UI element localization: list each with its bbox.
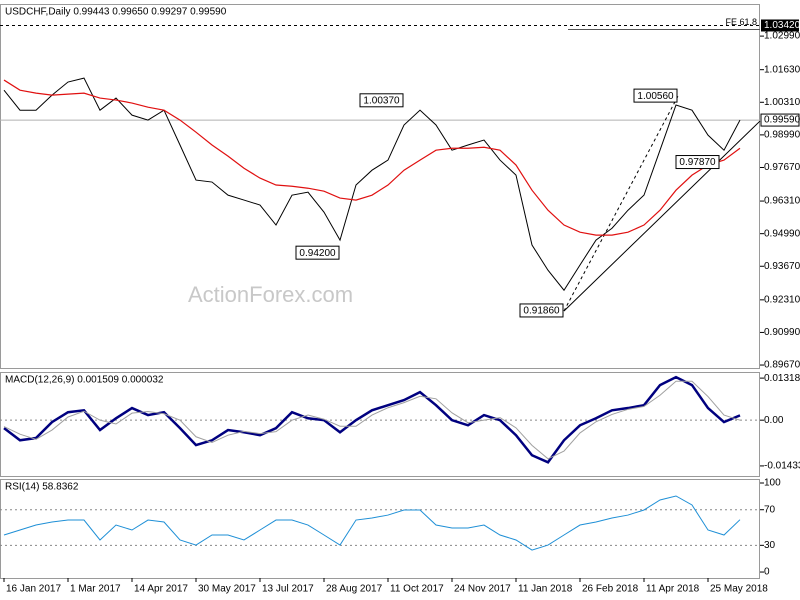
y-tick-label: 30 [764, 540, 776, 551]
series-line [3, 375, 741, 464]
fe-price-box [761, 19, 799, 32]
annotation-label: 0.91860 [523, 306, 560, 317]
x-tick-label: 1 Mar 2017 [70, 584, 121, 595]
series-line [3, 79, 741, 236]
x-tick-label: 16 Jan 2017 [6, 584, 61, 595]
x-tick-label: 11 Apr 2018 [646, 584, 700, 595]
trend-line [563, 95, 679, 312]
y-tick-label: 1.00310 [764, 97, 800, 108]
y-tick-label: 0.90990 [764, 327, 800, 338]
annotation-label: 0.94200 [299, 248, 336, 259]
y-tick-label: 0 [764, 567, 770, 578]
y-tick-label: 1.02990 [764, 31, 800, 42]
last-price-box [760, 113, 800, 127]
y-tick-label: 0.97670 [764, 162, 800, 173]
x-tick-label: 26 Feb 2018 [582, 584, 639, 595]
annotation-label: 1.00370 [363, 95, 400, 106]
panel-title: USDCHF,Daily 0.99443 0.99650 0.99297 0.9… [5, 7, 227, 18]
y-tick-label: 0.89670 [764, 360, 800, 371]
panel-frame [0, 4, 760, 369]
last-price-label: 0.99590 [764, 115, 800, 126]
annotation-box [675, 155, 720, 170]
x-tick-label: 30 May 2017 [198, 584, 256, 595]
x-tick-label: 14 Apr 2017 [134, 584, 188, 595]
annotation-label: 1.00560 [637, 91, 674, 102]
series-line [3, 77, 741, 292]
watermark: ActionForex.com [188, 282, 353, 307]
y-tick-label: 0.013184 [764, 373, 800, 384]
y-tick-label: 70 [764, 504, 776, 515]
y-tick-label: 1.01630 [764, 64, 800, 75]
x-tick-label: 28 Aug 2017 [326, 584, 383, 595]
annotation-box [295, 245, 340, 260]
y-tick-label: 0.98990 [764, 130, 800, 141]
panel-frame [0, 479, 760, 579]
y-tick-label: 0.00 [764, 415, 784, 426]
series-line [3, 380, 741, 460]
y-tick-label: 0.94990 [764, 228, 800, 239]
series-line [3, 495, 741, 551]
fe-price-label: 1.03420 [764, 20, 800, 31]
annotation-box [519, 303, 564, 318]
y-tick-label: 0.92310 [764, 294, 800, 305]
y-tick-label: 0.96310 [764, 196, 800, 207]
panel-frame [0, 372, 760, 477]
x-tick-label: 11 Jan 2018 [518, 584, 573, 595]
y-tick-label: 0.93670 [764, 261, 800, 272]
panel-title: RSI(14) 58.8362 [5, 482, 79, 493]
x-tick-label: 24 Nov 2017 [454, 584, 511, 595]
annotation-label: 0.97870 [679, 157, 716, 168]
annotation-box [633, 88, 678, 103]
x-tick-label: 13 Jul 2017 [262, 584, 314, 595]
x-tick-label: 11 Oct 2017 [390, 584, 444, 595]
fe-name: FE 61.8 [725, 17, 757, 27]
panel-title: MACD(12,26,9) 0.001509 0.000032 [5, 375, 164, 386]
x-tick-label: 25 May 2018 [710, 584, 768, 595]
y-tick-label: 100 [764, 478, 781, 489]
annotation-box [359, 93, 404, 108]
trend-line [563, 120, 761, 312]
y-tick-label: -0.014339 [764, 461, 800, 472]
